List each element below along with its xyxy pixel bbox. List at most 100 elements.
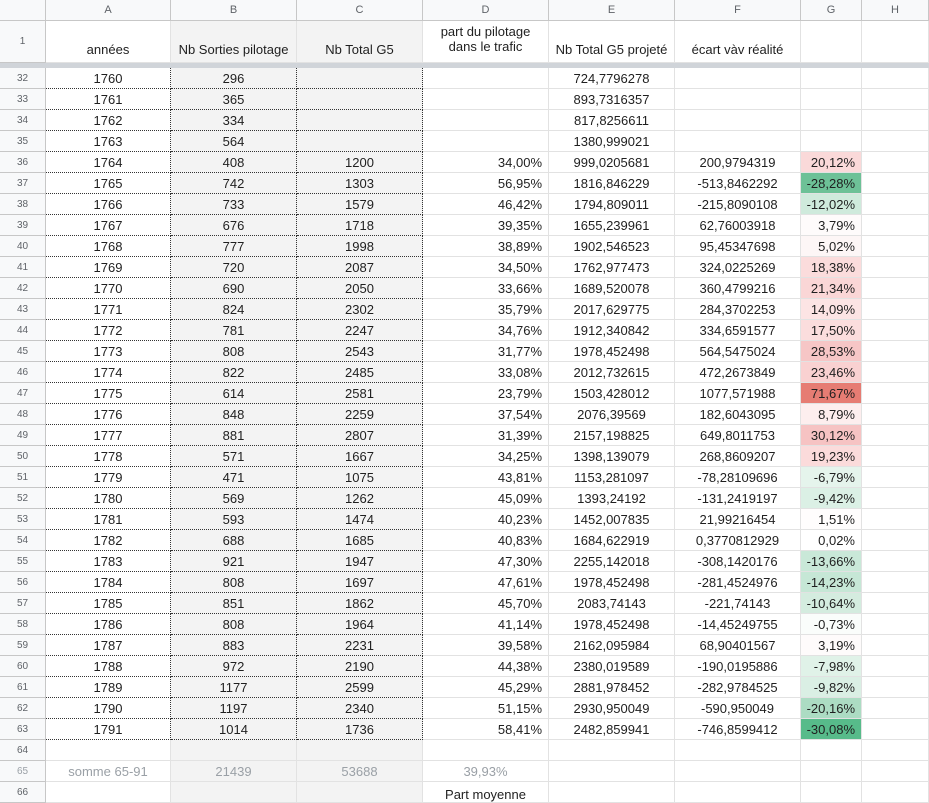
row-number[interactable]: 33 <box>0 89 46 110</box>
year-cell[interactable]: 1778 <box>46 446 171 467</box>
row-number[interactable]: 46 <box>0 362 46 383</box>
header-cell-part-pilotage[interactable]: part du pilotage dans le trafic <box>423 21 549 63</box>
column-header-a[interactable]: A <box>46 0 171 21</box>
year-cell[interactable]: 1790 <box>46 698 171 719</box>
total-g5-cell[interactable]: 2599 <box>297 677 423 698</box>
sum-label-cell[interactable]: somme 65-91 <box>46 761 171 782</box>
part-cell[interactable]: 23,79% <box>423 383 549 404</box>
projete-cell[interactable]: 2012,732615 <box>549 362 675 383</box>
projete-cell[interactable]: 1912,340842 <box>549 320 675 341</box>
sorties-cell[interactable]: 733 <box>171 194 297 215</box>
sorties-cell[interactable]: 777 <box>171 236 297 257</box>
sorties-cell[interactable]: 972 <box>171 656 297 677</box>
sorties-cell[interactable]: 921 <box>171 551 297 572</box>
cell[interactable] <box>675 782 801 803</box>
cell[interactable] <box>675 761 801 782</box>
ecart-cell[interactable] <box>675 68 801 89</box>
ecart-cell[interactable] <box>675 110 801 131</box>
sorties-cell[interactable]: 808 <box>171 341 297 362</box>
cell[interactable] <box>862 173 929 194</box>
column-header-c[interactable]: C <box>297 0 423 21</box>
total-g5-cell[interactable]: 2581 <box>297 383 423 404</box>
row-number[interactable]: 39 <box>0 215 46 236</box>
ecart-pct-cell[interactable] <box>801 89 862 110</box>
header-cell-ecart[interactable]: écart vàv réalité <box>675 21 801 63</box>
projete-cell[interactable]: 1794,809011 <box>549 194 675 215</box>
sorties-cell[interactable]: 808 <box>171 614 297 635</box>
ecart-cell[interactable]: 564,5475024 <box>675 341 801 362</box>
row-number[interactable]: 60 <box>0 656 46 677</box>
row-number[interactable]: 34 <box>0 110 46 131</box>
sorties-cell[interactable]: 408 <box>171 152 297 173</box>
ecart-cell[interactable] <box>675 89 801 110</box>
total-g5-cell[interactable]: 1947 <box>297 551 423 572</box>
ecart-pct-cell[interactable]: 28,53% <box>801 341 862 362</box>
year-cell[interactable]: 1787 <box>46 635 171 656</box>
projete-cell[interactable]: 1689,520078 <box>549 278 675 299</box>
year-cell[interactable]: 1766 <box>46 194 171 215</box>
cell[interactable] <box>801 761 862 782</box>
part-cell[interactable] <box>423 110 549 131</box>
row-number[interactable]: 38 <box>0 194 46 215</box>
ecart-pct-cell[interactable]: 19,23% <box>801 446 862 467</box>
ecart-pct-cell[interactable]: 71,67% <box>801 383 862 404</box>
cell[interactable] <box>171 740 297 761</box>
row-number[interactable]: 54 <box>0 530 46 551</box>
sorties-cell[interactable]: 334 <box>171 110 297 131</box>
cell[interactable] <box>862 68 929 89</box>
total-g5-cell[interactable] <box>297 89 423 110</box>
total-g5-cell[interactable]: 2543 <box>297 341 423 362</box>
year-cell[interactable]: 1773 <box>46 341 171 362</box>
total-g5-cell[interactable]: 1579 <box>297 194 423 215</box>
ecart-cell[interactable]: -281,4524976 <box>675 572 801 593</box>
cell[interactable] <box>862 551 929 572</box>
projete-cell[interactable]: 1503,428012 <box>549 383 675 404</box>
sorties-cell[interactable]: 593 <box>171 509 297 530</box>
sorties-cell[interactable]: 471 <box>171 467 297 488</box>
total-g5-cell[interactable]: 1964 <box>297 614 423 635</box>
part-cell[interactable]: 34,00% <box>423 152 549 173</box>
cell[interactable] <box>46 740 171 761</box>
ecart-cell[interactable] <box>675 131 801 152</box>
part-cell[interactable]: 34,76% <box>423 320 549 341</box>
part-cell[interactable]: 31,77% <box>423 341 549 362</box>
row-number[interactable]: 63 <box>0 719 46 740</box>
total-g5-cell[interactable]: 2087 <box>297 257 423 278</box>
ecart-pct-cell[interactable]: -7,98% <box>801 656 862 677</box>
column-header-g[interactable]: G <box>801 0 862 21</box>
sorties-cell[interactable]: 690 <box>171 278 297 299</box>
part-cell[interactable]: 58,41% <box>423 719 549 740</box>
cell[interactable] <box>862 446 929 467</box>
cell[interactable] <box>297 782 423 803</box>
year-cell[interactable]: 1788 <box>46 656 171 677</box>
row-number[interactable]: 66 <box>0 782 46 803</box>
cell[interactable] <box>862 698 929 719</box>
cell[interactable] <box>862 593 929 614</box>
projete-cell[interactable]: 893,7316357 <box>549 89 675 110</box>
ecart-cell[interactable]: 200,9794319 <box>675 152 801 173</box>
year-cell[interactable]: 1782 <box>46 530 171 551</box>
row-number[interactable]: 58 <box>0 614 46 635</box>
sorties-cell[interactable]: 881 <box>171 425 297 446</box>
total-g5-cell[interactable]: 2231 <box>297 635 423 656</box>
row-number[interactable]: 55 <box>0 551 46 572</box>
cell[interactable] <box>801 782 862 803</box>
cell[interactable] <box>862 509 929 530</box>
ecart-cell[interactable]: 62,76003918 <box>675 215 801 236</box>
year-cell[interactable]: 1776 <box>46 404 171 425</box>
header-cell-projete[interactable]: Nb Total G5 projeté <box>549 21 675 63</box>
projete-cell[interactable]: 2076,39569 <box>549 404 675 425</box>
part-cell[interactable]: 51,15% <box>423 698 549 719</box>
header-cell-nb-total-g5[interactable]: Nb Total G5 <box>297 21 423 63</box>
part-cell[interactable] <box>423 131 549 152</box>
year-cell[interactable]: 1780 <box>46 488 171 509</box>
row-number[interactable]: 35 <box>0 131 46 152</box>
projete-cell[interactable]: 1684,622919 <box>549 530 675 551</box>
part-cell[interactable]: 47,61% <box>423 572 549 593</box>
row-number[interactable]: 51 <box>0 467 46 488</box>
row-number[interactable]: 56 <box>0 572 46 593</box>
row-number[interactable]: 62 <box>0 698 46 719</box>
ecart-cell[interactable]: 284,3702253 <box>675 299 801 320</box>
row-number[interactable]: 45 <box>0 341 46 362</box>
row-number[interactable]: 50 <box>0 446 46 467</box>
